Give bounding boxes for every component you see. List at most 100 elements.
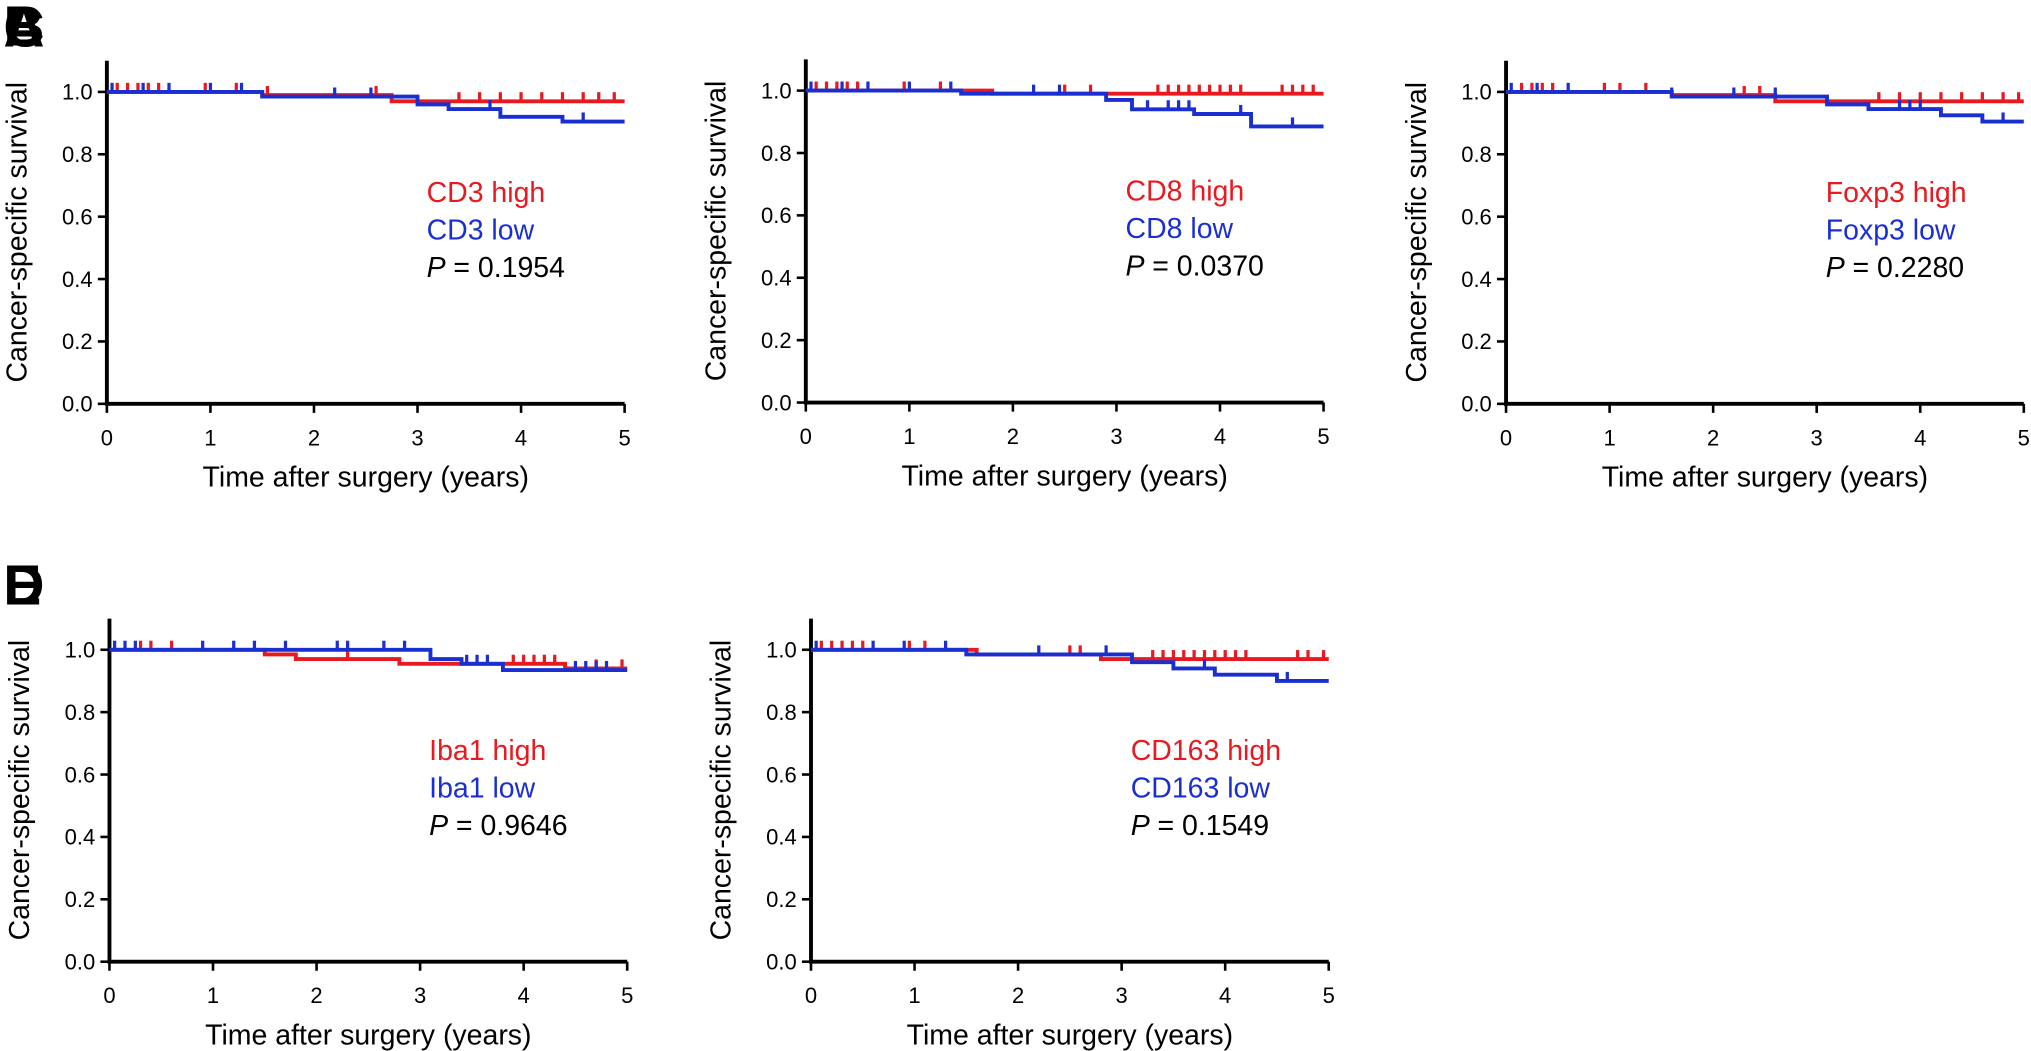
y-axis-label: Cancer-specific survival (701, 81, 733, 382)
y-tick-label: 0.2 (1461, 329, 1492, 354)
y-tick-label: 0.6 (1461, 204, 1492, 229)
y-tick-label: 0.4 (62, 267, 93, 292)
x-tick-label: 0 (101, 425, 113, 450)
p-symbol: P (429, 810, 448, 842)
y-axis-label: Cancer-specific survival (706, 640, 738, 941)
x-tick-label: 0 (800, 424, 812, 449)
panel-label: C (3, 0, 44, 60)
y-axis-label: Cancer-specific survival (4, 640, 36, 941)
x-tick-label: 1 (1603, 425, 1615, 450)
p-value: = 0.9646 (456, 810, 568, 842)
legend-entry: Foxp3 low (1826, 214, 1956, 246)
x-tick-label: 0 (805, 983, 817, 1008)
survival-curve (106, 89, 625, 124)
legend-entry: Foxp3 high (1826, 177, 1967, 209)
y-tick-label: 0.6 (65, 762, 96, 787)
x-tick-label: 4 (1219, 983, 1231, 1008)
x-tick-label: 3 (1110, 424, 1122, 449)
y-tick-label: 0.8 (766, 700, 797, 725)
survival-curve (805, 88, 1324, 129)
x-tick-label: 1 (204, 425, 216, 450)
y-tick-label: 0.6 (761, 203, 792, 228)
chart-panel: A 0.0 0.2 0.4 0.6 0.8 1.0 0 1 2 3 4 5 Time after surg… (2, 0, 631, 494)
x-tick-label: 2 (310, 983, 322, 1008)
legend-entry: CD3 low (427, 214, 535, 246)
x-tick-label: 0 (103, 983, 115, 1008)
legend-entry: CD163 high (1131, 735, 1281, 767)
chart-panel: D 0.0 0.2 0.4 0.6 0.8 1.0 0 1 2 3 4 5 Time after surg… (3, 553, 633, 1051)
p-value: = 0.1549 (1157, 810, 1269, 842)
y-tick-label: 0.8 (62, 142, 93, 167)
x-tick-label: 3 (414, 983, 426, 1008)
x-axis-label: Time after surgery (years) (901, 460, 1227, 492)
chart-panel: C 0.0 0.2 0.4 0.6 0.8 1.0 0 1 2 3 4 5 Time after surg… (3, 0, 2030, 494)
x-tick-label: 0 (1500, 425, 1512, 450)
y-tick-label: 0.4 (761, 266, 792, 291)
x-tick-label: 5 (2018, 425, 2030, 450)
x-tick-label: 5 (618, 425, 630, 450)
p-value: = 0.2280 (1853, 252, 1965, 284)
y-tick-label: 0.2 (62, 329, 93, 354)
y-tick-label: 0.0 (65, 949, 96, 974)
y-tick-label: 0.4 (65, 825, 96, 850)
x-tick-label: 4 (1914, 425, 1926, 450)
panel-label: B (3, 0, 44, 58)
legend-entry: CD163 low (1131, 772, 1271, 804)
x-tick-label: 2 (1012, 983, 1024, 1008)
y-tick-label: 1.0 (1461, 80, 1492, 105)
p-value: = 0.0370 (1152, 251, 1264, 283)
x-axis-label: Time after surgery (years) (203, 462, 529, 494)
y-tick-label: 0.2 (65, 887, 96, 912)
y-tick-label: 0.0 (1461, 392, 1492, 417)
x-tick-label: 1 (207, 983, 219, 1008)
y-axis-label: Cancer-specific survival (1401, 82, 1433, 383)
x-axis-label: Time after surgery (years) (205, 1020, 531, 1051)
legend-entry: CD8 low (1126, 213, 1234, 245)
x-tick-label: 3 (411, 425, 423, 450)
x-tick-label: 2 (308, 425, 320, 450)
x-tick-label: 5 (1323, 983, 1335, 1008)
p-symbol: P (1131, 810, 1150, 842)
x-tick-label: 3 (1811, 425, 1823, 450)
p-symbol: P (427, 252, 446, 284)
p-symbol: P (1826, 252, 1845, 284)
panel-label: A (3, 0, 44, 60)
x-axis-label: Time after surgery (years) (1602, 462, 1928, 494)
y-tick-label: 0.0 (761, 390, 792, 415)
legend-entry: CD3 high (427, 177, 546, 209)
y-tick-label: 0.2 (761, 328, 792, 353)
x-tick-label: 3 (1116, 983, 1128, 1008)
panel-label: E (3, 553, 41, 617)
x-tick-label: 4 (515, 425, 527, 450)
chart-panel: B 0.0 0.2 0.4 0.6 0.8 1.0 0 1 2 3 4 5 Time after surg… (3, 0, 1329, 492)
p-value: = 0.1954 (453, 252, 565, 284)
survival-curve (109, 647, 628, 672)
y-tick-label: 0.4 (766, 825, 797, 850)
y-tick-label: 0.6 (62, 204, 93, 229)
x-tick-label: 4 (518, 983, 530, 1008)
x-tick-label: 1 (903, 424, 915, 449)
y-tick-label: 0.2 (766, 887, 797, 912)
p-symbol: P (1126, 251, 1145, 283)
y-axis-label: Cancer-specific survival (2, 82, 34, 383)
x-tick-label: 1 (908, 983, 920, 1008)
legend-entry: Iba1 low (429, 772, 535, 804)
x-tick-label: 2 (1707, 425, 1719, 450)
survival-curve (109, 647, 628, 671)
y-tick-label: 0.6 (766, 762, 797, 787)
y-tick-label: 0.8 (761, 141, 792, 166)
y-tick-label: 1.0 (65, 638, 96, 663)
x-tick-label: 4 (1214, 424, 1226, 449)
y-tick-label: 1.0 (766, 638, 797, 663)
y-tick-label: 0.0 (62, 392, 93, 417)
survival-curve (1506, 89, 2024, 124)
x-tick-label: 5 (621, 983, 633, 1008)
y-tick-label: 1.0 (761, 78, 792, 103)
y-tick-label: 0.0 (766, 949, 797, 974)
legend-entry: CD8 high (1126, 176, 1245, 208)
x-axis-label: Time after surgery (years) (907, 1020, 1233, 1051)
y-tick-label: 0.8 (65, 700, 96, 725)
y-tick-label: 1.0 (62, 80, 93, 105)
